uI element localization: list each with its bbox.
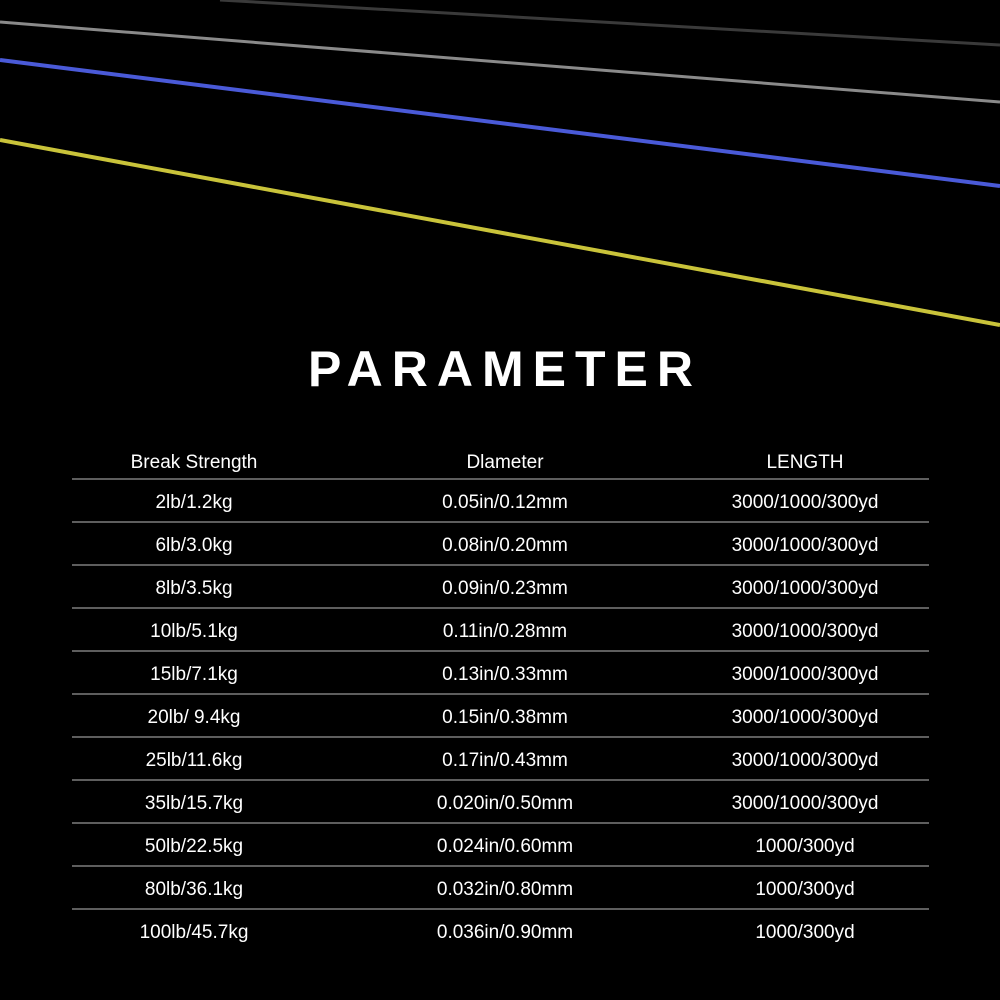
table-cell: 1000/300yd bbox=[755, 836, 854, 857]
table-cell: 0.036in/0.90mm bbox=[437, 922, 573, 943]
table-cell: 8lb/3.5kg bbox=[155, 578, 232, 599]
table-cell: 3000/1000/300yd bbox=[732, 535, 879, 556]
table-cell: 6lb/3.0kg bbox=[155, 535, 232, 556]
line-strand bbox=[0, 138, 1000, 327]
header-cell: Dlameter bbox=[466, 452, 544, 473]
table-cell: 1000/300yd bbox=[755, 922, 854, 943]
table-cell: 80lb/36.1kg bbox=[145, 879, 243, 900]
table-cell: 10lb/5.1kg bbox=[150, 621, 238, 642]
table-cell: 0.15in/0.38mm bbox=[442, 707, 568, 728]
title: PARAMETER bbox=[308, 341, 702, 397]
table-cell: 0.05in/0.12mm bbox=[442, 492, 568, 513]
table-cell: 3000/1000/300yd bbox=[732, 750, 879, 771]
line-strand bbox=[0, 58, 1000, 188]
table-cell: 0.032in/0.80mm bbox=[437, 879, 573, 900]
table-cell: 100lb/45.7kg bbox=[140, 922, 249, 943]
table-cell: 3000/1000/300yd bbox=[732, 578, 879, 599]
table-cell: 3000/1000/300yd bbox=[732, 793, 879, 814]
table-cell: 0.17in/0.43mm bbox=[442, 750, 568, 771]
table-cell: 0.13in/0.33mm bbox=[442, 664, 568, 685]
table-cell: 50lb/22.5kg bbox=[145, 836, 243, 857]
table-cell: 3000/1000/300yd bbox=[732, 621, 879, 642]
table-cell: 3000/1000/300yd bbox=[732, 664, 879, 685]
table-cell: 0.024in/0.60mm bbox=[437, 836, 573, 857]
table-cell: 25lb/11.6kg bbox=[146, 750, 243, 771]
table-cell: 0.020in/0.50mm bbox=[437, 793, 573, 814]
table-cell: 2lb/1.2kg bbox=[155, 492, 232, 513]
header-cell: LENGTH bbox=[766, 452, 843, 473]
table-cell: 0.08in/0.20mm bbox=[442, 535, 568, 556]
table-cell: 0.11in/0.28mm bbox=[443, 621, 567, 642]
line-strand bbox=[219, 0, 1000, 47]
table-cell: 15lb/7.1kg bbox=[150, 664, 238, 685]
table-cell: 3000/1000/300yd bbox=[732, 492, 879, 513]
line-strand bbox=[0, 20, 1000, 104]
table-cell: 20lb/ 9.4kg bbox=[148, 707, 241, 728]
table-cell: 3000/1000/300yd bbox=[732, 707, 879, 728]
header-cell: Break Strength bbox=[131, 452, 258, 473]
table-cell: 0.09in/0.23mm bbox=[442, 578, 568, 599]
table-cell: 1000/300yd bbox=[755, 879, 854, 900]
table-cell: 35lb/15.7kg bbox=[145, 793, 243, 814]
